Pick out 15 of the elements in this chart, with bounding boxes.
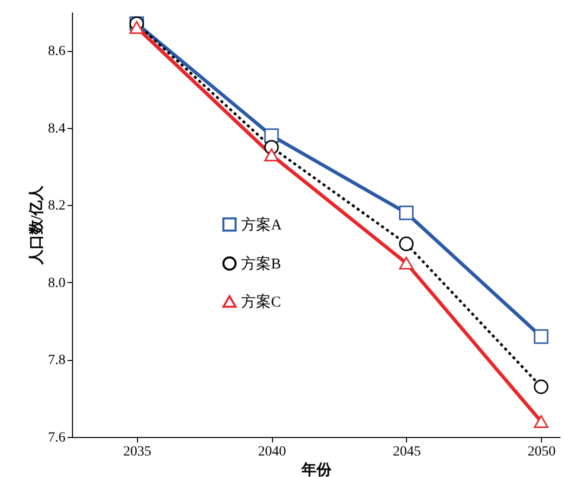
x-tick-label: 2035	[123, 444, 152, 460]
y-axis-title: 人口数/亿人	[28, 184, 45, 266]
x-tick-label: 2050	[528, 444, 556, 460]
legend-label: 方案C	[241, 294, 282, 310]
x-axis-title: 年份	[300, 462, 332, 477]
x-tick-label: 2045	[392, 444, 421, 460]
y-tick-label: 8.2	[48, 198, 66, 214]
y-tick-label: 7.8	[48, 353, 66, 368]
y-tick-label: 8.4	[48, 121, 66, 136]
legend-label: 方案B	[241, 256, 282, 272]
legend-label: 方案A	[241, 216, 282, 234]
x-tick-label: 2040	[258, 444, 286, 460]
y-tick-label: 8.6	[48, 44, 66, 60]
y-tick-label: 7.6	[48, 430, 66, 446]
y-tick-label: 8.0	[48, 276, 66, 291]
